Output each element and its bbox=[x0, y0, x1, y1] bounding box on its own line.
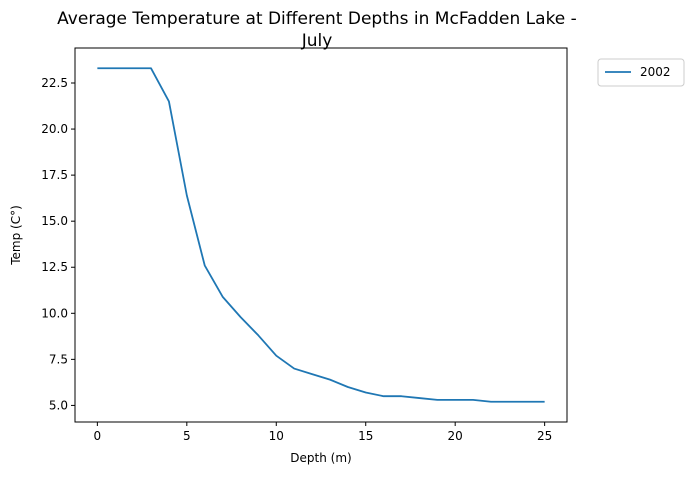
legend-label-2002: 2002 bbox=[640, 65, 671, 79]
x-axis-label: Depth (m) bbox=[290, 451, 351, 465]
x-axis-ticks: 0 5 10 15 20 25 bbox=[94, 422, 552, 443]
y-axis-ticks: 5.0 7.5 10.0 12.5 15.0 17.5 20.0 22.5 bbox=[41, 76, 75, 412]
x-tick-label: 20 bbox=[448, 429, 463, 443]
chart-title-line: July bbox=[301, 31, 333, 51]
y-tick-label: 10.0 bbox=[41, 306, 68, 320]
x-tick-label: 5 bbox=[183, 429, 191, 443]
plot-area-frame bbox=[74, 47, 568, 423]
chart-title-line: Average Temperature at Different Depths … bbox=[57, 9, 577, 29]
y-tick-label: 20.0 bbox=[41, 122, 68, 136]
x-tick-label: 25 bbox=[537, 429, 552, 443]
x-tick-label: 10 bbox=[269, 429, 284, 443]
x-tick-label: 15 bbox=[358, 429, 373, 443]
y-axis-label: Temp (C°) bbox=[9, 205, 23, 266]
x-tick-label: 0 bbox=[94, 429, 102, 443]
y-tick-label: 15.0 bbox=[41, 214, 68, 228]
series-layer bbox=[97, 67, 545, 403]
y-tick-label: 17.5 bbox=[41, 168, 68, 182]
y-tick-label: 22.5 bbox=[41, 76, 68, 90]
y-tick-label: 7.5 bbox=[49, 352, 68, 366]
y-tick-label: 5.0 bbox=[49, 398, 68, 412]
legend-box bbox=[597, 58, 685, 87]
series-line-2002 bbox=[97, 67, 545, 403]
y-tick-label: 12.5 bbox=[41, 260, 68, 274]
legend: 2002 bbox=[597, 58, 685, 87]
chart-title: Average Temperature at Different Depths … bbox=[57, 9, 577, 51]
